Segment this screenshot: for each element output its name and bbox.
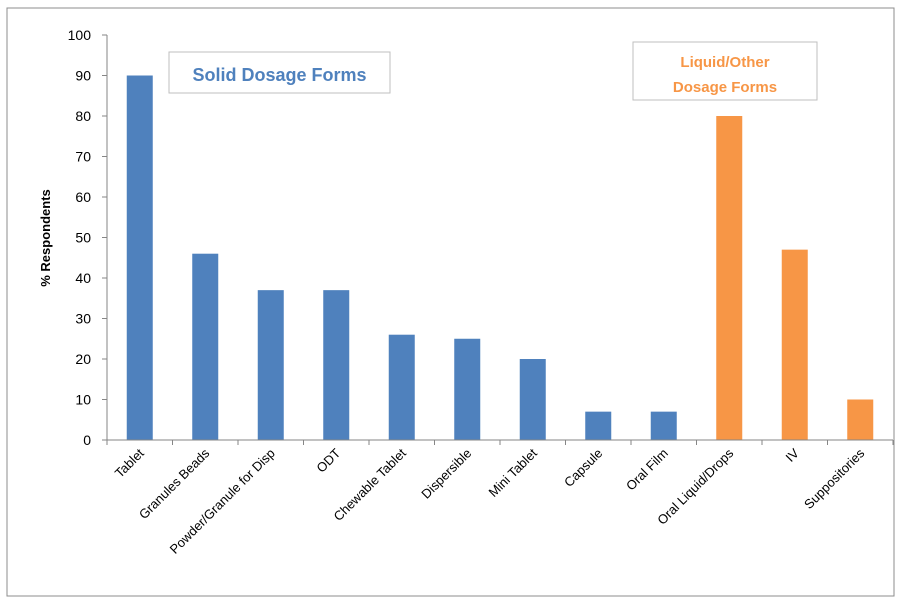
bar — [847, 399, 874, 440]
y-tick-label: 100 — [68, 27, 92, 43]
bar — [585, 411, 612, 440]
y-axis-title: % Respondents — [38, 189, 53, 287]
y-tick-label: 10 — [75, 392, 91, 408]
y-tick-label: 40 — [75, 270, 91, 286]
bar — [323, 290, 350, 440]
bar — [650, 411, 677, 440]
y-tick-label: 60 — [75, 189, 91, 205]
bars — [126, 75, 874, 440]
y-axis: 0 10 20 30 40 50 60 70 80 90 100 — [68, 27, 108, 448]
y-tick-label: 80 — [75, 108, 91, 124]
annotation-text-solid: Solid Dosage Forms — [192, 65, 366, 85]
y-tick-label: 70 — [75, 149, 91, 165]
bar — [257, 290, 284, 440]
y-tick-label: 20 — [75, 351, 91, 367]
annotation-text-liquid: Dosage Forms — [673, 79, 777, 96]
annotation-box-solid — [168, 51, 391, 94]
y-tick-label: 30 — [75, 311, 91, 327]
bar — [716, 116, 743, 440]
y-tick-label: 90 — [75, 68, 91, 84]
y-tick-label: 0 — [83, 432, 91, 448]
chart-frame — [6, 7, 895, 597]
annotation-text-liquid: Liquid/Other — [680, 54, 769, 71]
bar — [192, 253, 219, 440]
annotations: Solid Dosage Forms Liquid/Other Dosage For… — [168, 41, 818, 101]
annotation-box-liquid — [632, 41, 818, 101]
bar — [126, 75, 153, 440]
bar — [519, 359, 546, 440]
y-tick-label: 50 — [75, 230, 91, 246]
bar — [454, 338, 481, 440]
bar — [781, 249, 808, 440]
bar — [388, 334, 415, 440]
